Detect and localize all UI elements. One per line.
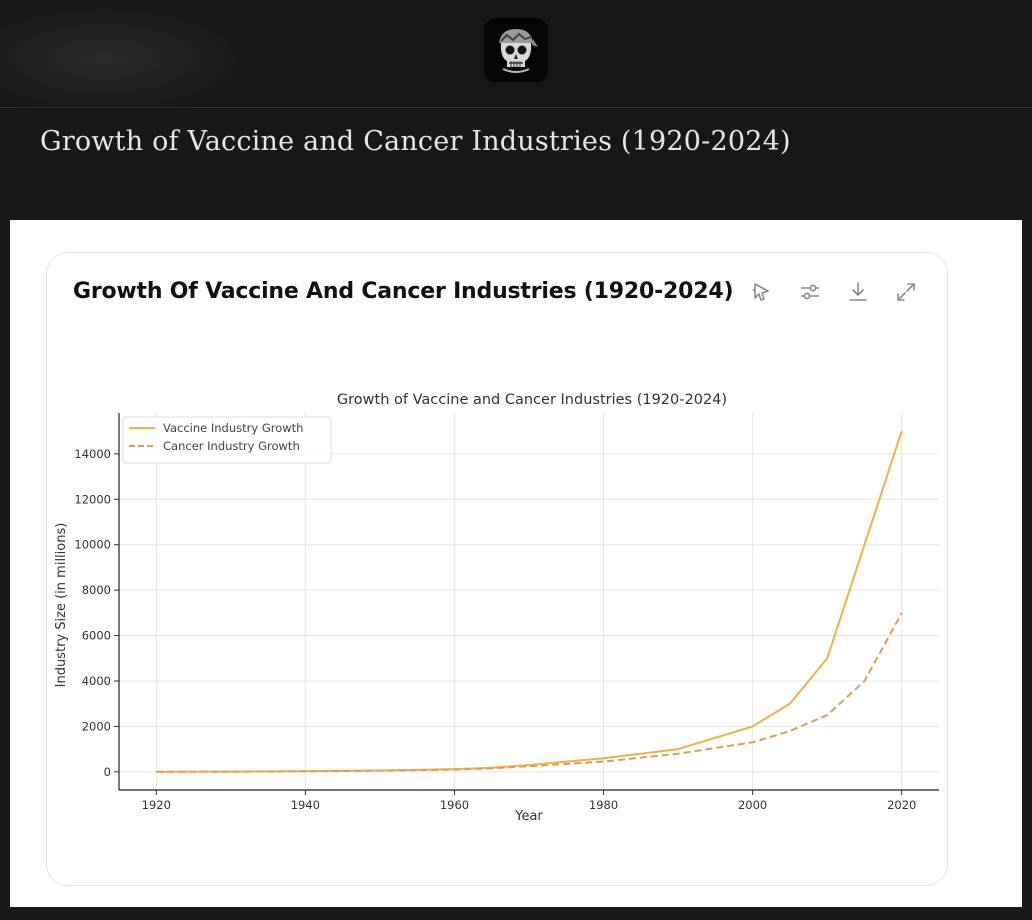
download-icon [849,282,867,301]
series-line-vaccine [156,430,903,773]
expand-icon [897,283,915,301]
x-tick-label: 2020 [887,798,916,812]
y-tick-label: 12000 [74,492,111,506]
grid [119,413,939,790]
expand-button[interactable] [891,277,921,307]
chart-title: Growth of Vaccine and Cancer Industries … [337,392,727,408]
y-tick-label: 14000 [74,447,111,461]
y-tick-label: 2000 [82,719,111,733]
sparkle-pointer-icon [753,283,769,301]
chart-card: Growth Of Vaccine And Cancer Industries … [46,252,948,886]
x-axis-label: Year [514,809,543,824]
series-line-cancer [156,612,903,773]
y-tick-label: 10000 [74,538,111,552]
card-title: Growth Of Vaccine And Cancer Industries … [73,279,734,304]
x-tick-label: 1980 [589,798,618,812]
legend-box [122,416,332,464]
legend-label: Vaccine Industry Growth [163,421,303,435]
sparkle-pointer-button[interactable] [747,277,777,307]
y-axis-label: Industry Size (in millions) [54,523,69,688]
avatar[interactable] [484,18,548,82]
legend-label: Cancer Industry Growth [163,439,300,453]
y-tick-label: 8000 [82,583,111,597]
header-background-texture [0,0,260,107]
y-tick-label: 4000 [82,674,111,688]
x-tick-label: 1960 [440,798,469,812]
series-layer [156,430,903,773]
x-tick-label: 1940 [291,798,320,812]
line-chart: Growth of Vaccine and Cancer Industries … [54,392,939,824]
y-tick-label: 6000 [82,629,111,643]
x-tick-label: 1920 [142,798,171,812]
legend: Vaccine Industry Growth Cancer Industry G… [122,416,332,464]
x-tick-label: 2000 [738,798,767,812]
y-tick-label: 0 [104,765,111,779]
content-panel: Growth Of Vaccine And Cancer Industries … [10,220,1022,907]
skull-bandana-icon [499,29,538,73]
sliders-icon [801,284,819,300]
download-button[interactable] [843,277,873,307]
page-title: Growth of Vaccine and Cancer Industries … [40,126,791,157]
sliders-button[interactable] [795,277,825,307]
top-bar [0,0,1032,108]
axes: 1920 1940 1960 1980 2000 2020 0 2000 4000 6000 800… [74,413,939,812]
